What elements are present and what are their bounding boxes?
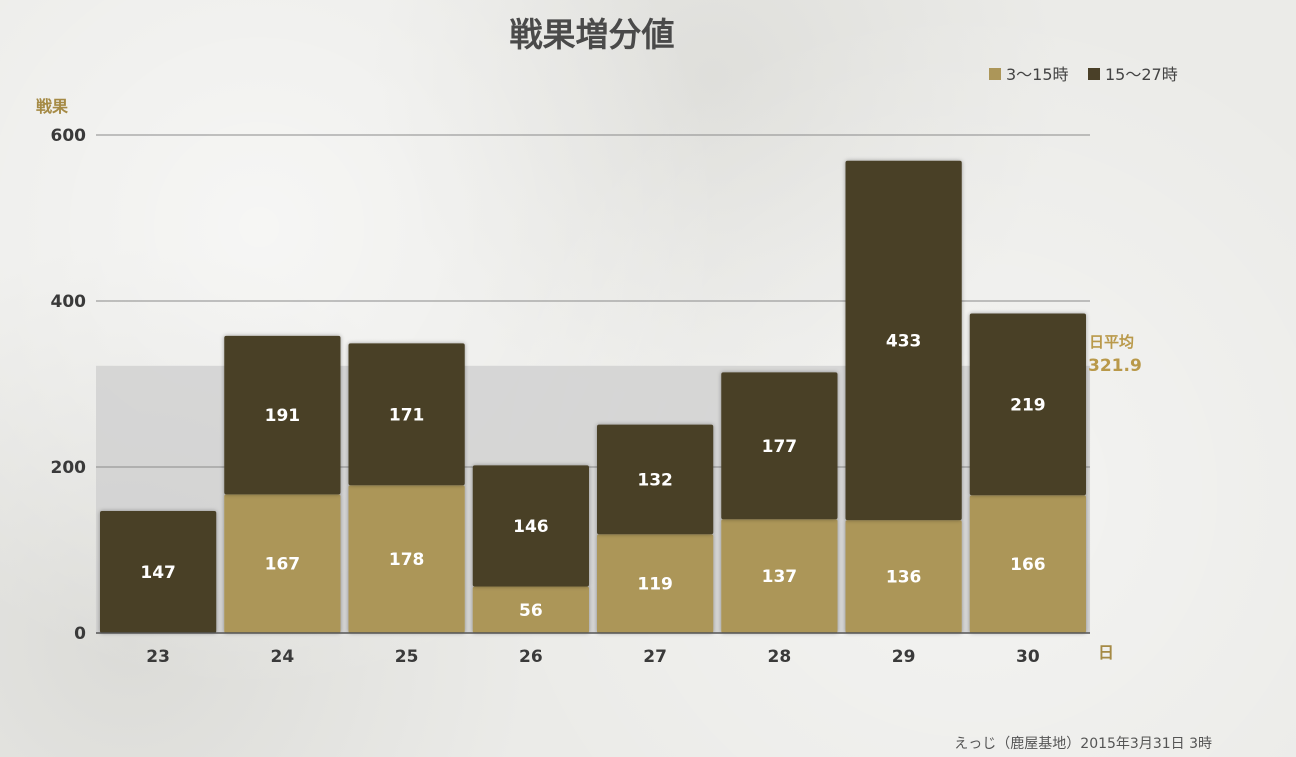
bar-30-series-0 [969,495,1086,633]
bar-30-series-1 [969,313,1086,496]
bar-28-series-0 [721,519,838,633]
bar-29-series-1 [845,160,962,521]
data-label-24-series-0: 167 [265,555,301,575]
data-label-25-series-0: 178 [389,550,425,570]
bar-29-series-0 [845,520,962,633]
bar-25-series-1 [348,343,465,486]
bar-25-series-0 [348,485,465,633]
data-label-28-series-0: 137 [762,567,798,587]
average-value: 321.9 [1088,356,1142,376]
data-label-30-series-1: 219 [1010,395,1046,415]
data-label-30-series-0: 166 [1010,555,1046,575]
data-label-26-series-1: 146 [513,517,549,537]
bar-24-series-1 [224,335,341,495]
y-tick-label-600: 600 [51,126,87,146]
x-tick-label-24: 24 [271,647,295,667]
data-label-23-series-1: 147 [140,563,176,583]
y-axis-label: 戦果 [36,97,68,116]
data-label-27-series-1: 132 [637,470,673,490]
bars [100,160,1086,633]
legend-swatch-0 [989,68,1001,80]
x-tick-label-29: 29 [892,647,916,667]
y-tick-label-200: 200 [51,458,87,478]
x-tick-label-30: 30 [1016,647,1040,667]
legend-label-0: 3〜15時 [1006,65,1069,84]
chart-title: 戦果増分値 [510,15,675,54]
average-label: 日平均 [1089,333,1134,351]
data-label-24-series-1: 191 [265,406,301,426]
y-tick-label-400: 400 [51,292,87,312]
data-label-27-series-0: 119 [637,575,673,595]
bar-27-series-0 [597,534,714,633]
bar-27-series-1 [597,424,714,535]
bar-26-series-0 [472,586,589,633]
x-tick-label-23: 23 [146,647,170,667]
y-tick-label-0: 0 [74,624,86,644]
data-label-28-series-1: 177 [762,437,798,457]
x-tick-labels: 23 24 25 26 27 28 29 30 [146,647,1040,667]
bar-26-series-1 [472,465,589,587]
credit-text: えっじ（鹿屋基地）2015年3月31日 3時 [954,735,1212,752]
x-tick-label-25: 25 [395,647,419,667]
bar-23-series-1 [100,510,217,633]
bar-28-series-1 [721,372,838,520]
data-label-29-series-1: 433 [886,331,922,351]
bar-24-series-0 [224,494,341,633]
data-label-26-series-0: 56 [519,601,543,621]
data-label-29-series-0: 136 [886,568,922,588]
legend-swatch-1 [1088,68,1100,80]
legend: 3〜15時 15〜27時 [989,65,1178,84]
y-tick-labels: 0 200 400 600 [51,126,87,644]
x-axis-label: 日 [1098,643,1114,662]
data-labels: 147 167 191 178 171 56 146 119 132 137 177 136 433 16… [140,331,1045,620]
data-label-25-series-1: 171 [389,405,425,425]
x-tick-label-28: 28 [768,647,792,667]
legend-label-1: 15〜27時 [1105,65,1178,84]
x-tick-label-26: 26 [519,647,543,667]
x-tick-label-27: 27 [643,647,667,667]
